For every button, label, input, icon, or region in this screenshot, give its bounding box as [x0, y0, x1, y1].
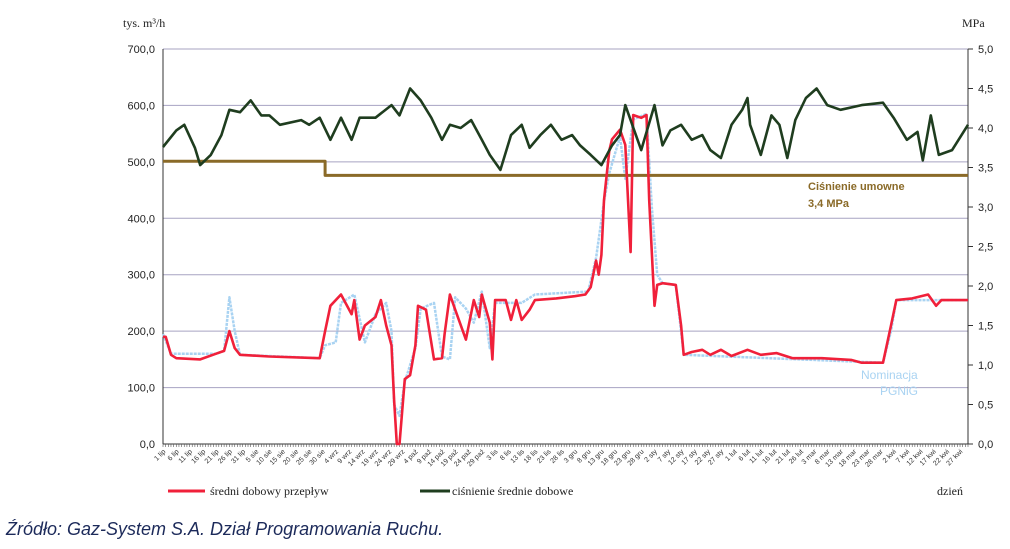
x-tick-label: 30 sie	[309, 448, 327, 466]
nomination-annotation-2: PGNiG	[880, 384, 918, 398]
y-tick-right: 4,5	[978, 84, 993, 96]
legend-pressure-label: ciśnienie średnie dobowe	[452, 484, 574, 498]
y-tick-right: 3,0	[978, 202, 993, 214]
x-tick-label: 28 lis	[549, 448, 566, 465]
y-tick-right: 4,0	[978, 123, 993, 135]
y-tick-left: 0,0	[140, 439, 155, 451]
y-tick-right: 5,0	[978, 44, 993, 56]
y-tick-right: 1,0	[978, 360, 993, 372]
y-tick-left: 100,0	[127, 383, 155, 395]
series-line-ci-nienie-rednie-dobowe	[161, 87, 970, 172]
y-axis-right-label: MPa	[962, 16, 985, 30]
x-tick-label: 3 lis	[486, 448, 500, 462]
x-tick-label: 2 kwi	[882, 448, 899, 465]
nomination-annotation: Nominacja	[861, 368, 918, 382]
gridlines	[163, 48, 968, 389]
x-tick-label: 2 sty	[644, 448, 660, 464]
series-line-nominacja-pgnig	[161, 112, 968, 418]
contract-pressure-value: 3,4 MPa	[808, 198, 850, 210]
x-tick-label: 3 gru	[563, 448, 579, 464]
y-tick-right: 2,0	[978, 281, 993, 293]
axes	[162, 48, 973, 447]
y-tick-right: 0,0	[978, 439, 993, 451]
series-lines	[161, 87, 970, 446]
y-tick-left: 600,0	[127, 100, 155, 112]
legend-flow-label: średni dobowy przepływ	[210, 484, 329, 498]
y-tick-left: 300,0	[127, 270, 155, 282]
x-tick-label: 1 lut	[724, 448, 738, 462]
x-tick-label: 31 lip	[230, 448, 247, 465]
x-tick-label: 27 sty	[707, 448, 726, 467]
y-tick-right: 3,5	[978, 163, 993, 175]
series-line--redni-dobowy-przep-yw	[163, 113, 968, 446]
y-tick-right: 1,5	[978, 321, 993, 333]
source-caption: Źródło: Gaz-System S.A. Dział Programowa…	[6, 519, 444, 539]
y-axis-left-label: tys. m³/h	[123, 16, 165, 30]
y-tick-right: 0,5	[978, 400, 993, 412]
x-tick-label: 1 lip	[153, 448, 167, 462]
y-tick-left: 200,0	[127, 326, 155, 338]
series-line-ci-nienie-umowne	[163, 159, 968, 177]
y-tick-left: 400,0	[127, 213, 155, 225]
y-tick-left: 700,0	[127, 44, 155, 56]
y-tick-right: 2,5	[978, 242, 993, 254]
x-axis-label: dzień	[937, 484, 963, 498]
y-tick-left: 500,0	[127, 157, 155, 169]
contract-pressure-annotation: Ciśnienie umowne	[808, 181, 905, 193]
